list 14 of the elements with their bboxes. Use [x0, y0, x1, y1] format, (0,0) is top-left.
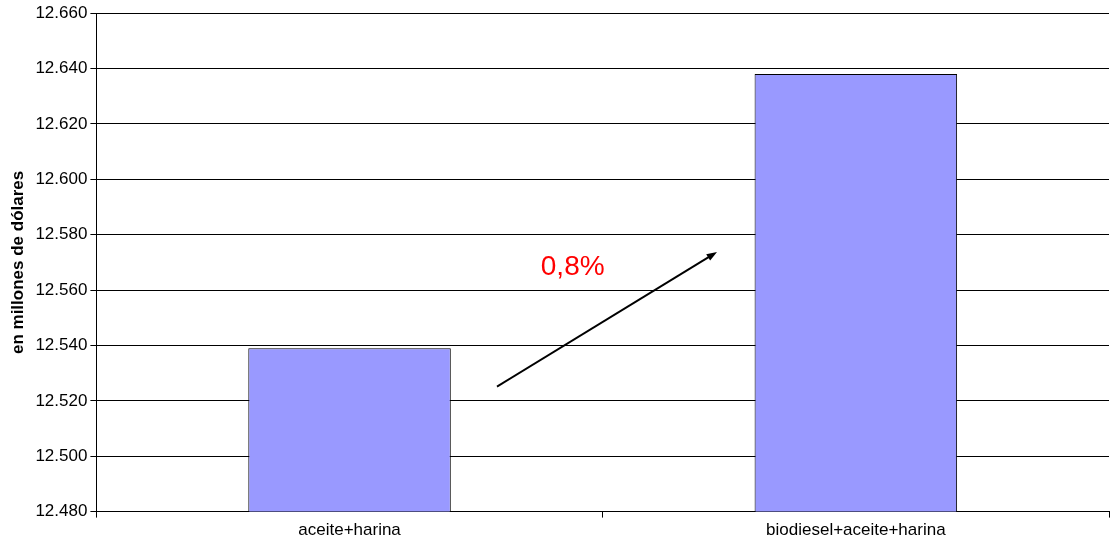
y-tick-label: 12.620	[35, 113, 88, 133]
x-tick-label: aceite+harina	[298, 520, 402, 540]
y-tick-label: 12.660	[35, 2, 88, 22]
y-tick-label: 12.580	[35, 224, 88, 244]
y-axis-title: en millones de dólares	[7, 170, 27, 355]
y-tick-label: 12.640	[35, 58, 88, 78]
x-tick-label: biodiesel+aceite+harina	[766, 520, 947, 540]
y-tick-label: 12.540	[35, 335, 88, 355]
y-tick-label: 12.480	[35, 501, 88, 521]
y-tick-label: 12.600	[35, 169, 88, 189]
y-tick-label: 12.560	[35, 279, 88, 299]
y-tick-label: 12.520	[35, 390, 88, 410]
annotation: 0,8%	[540, 250, 605, 282]
y-tick-label: 12.500	[35, 445, 88, 465]
